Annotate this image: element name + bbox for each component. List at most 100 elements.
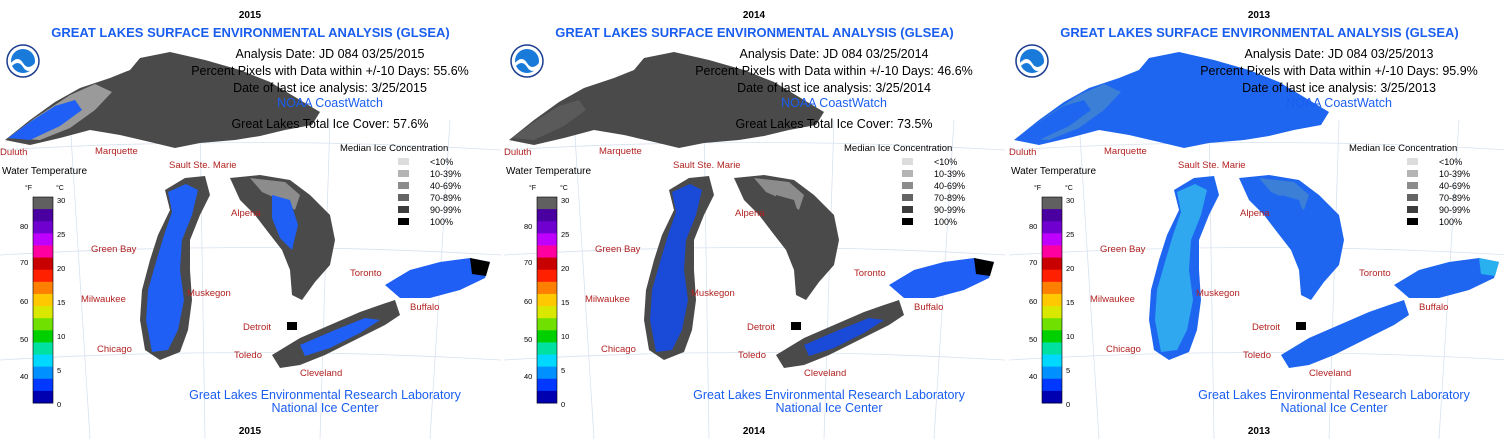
ice-legend-swatch (902, 218, 913, 225)
temperature-color-step (1042, 221, 1062, 234)
city-milwaukee: Milwaukee (1090, 294, 1135, 305)
temperature-color-step (33, 197, 53, 210)
ice-legend-label: 40-69% (934, 181, 966, 191)
city-alpena: Alpena (1240, 208, 1270, 219)
ice-legend-label: 90-99% (1439, 205, 1471, 215)
lakes-map (0, 44, 501, 439)
city-sault-ste-marie: Sault Ste. Marie (673, 160, 741, 171)
lake-huron (230, 175, 335, 300)
ice-legend-swatch (1407, 194, 1418, 201)
percent-pixels: Percent Pixels with Data within +/-10 Da… (1200, 64, 1478, 78)
temperature-color-step (1042, 390, 1062, 404)
city-detroit: Detroit (1252, 322, 1280, 333)
city-green-bay: Green Bay (595, 244, 641, 255)
ice-legend-label: 90-99% (430, 205, 462, 215)
temperature-color-step (537, 269, 557, 283)
water-temperature-title: Water Temperature (2, 166, 88, 177)
lake-erie (272, 300, 400, 368)
celsius-tick: 25 (1066, 230, 1075, 239)
ice-legend-swatch (902, 194, 913, 201)
city-sault-ste-marie: Sault Ste. Marie (1178, 160, 1246, 171)
fahrenheit-tick: 80 (20, 222, 29, 231)
temperature-color-step (537, 221, 557, 234)
ice-legend-label: 70-89% (934, 193, 966, 203)
ice-legend-swatch (398, 170, 409, 177)
temperature-color-step (1042, 354, 1062, 368)
ice-legend-label: <10% (1439, 157, 1463, 167)
city-alpena: Alpena (231, 208, 261, 219)
ice-legend-swatch (398, 206, 409, 213)
temperature-color-step (1042, 209, 1062, 222)
ice-legend-swatch (398, 194, 409, 201)
city-green-bay: Green Bay (91, 244, 137, 255)
unit-fahrenheit: °F (1034, 185, 1042, 192)
lake-superior (5, 52, 320, 148)
city-detroit: Detroit (243, 322, 271, 333)
temperature-color-step (33, 233, 53, 246)
city-marquette: Marquette (599, 146, 642, 157)
ice-legend-label: 100% (934, 217, 958, 227)
ice-legend-swatch (398, 182, 409, 189)
year-label-top: 2014 (742, 10, 766, 21)
ice-legend-swatch (902, 158, 913, 165)
lake-huron (734, 175, 839, 300)
lake-ontario (889, 258, 994, 298)
noaa-logo-icon (510, 44, 544, 78)
city-buffalo: Buffalo (1419, 302, 1449, 313)
celsius-tick: 0 (561, 400, 566, 409)
temperature-color-step (33, 354, 53, 368)
temperature-color-step (1042, 342, 1062, 356)
celsius-tick: 5 (57, 366, 62, 375)
city-chicago: Chicago (1106, 344, 1141, 355)
unit-fahrenheit: °F (25, 185, 33, 192)
chart-title: GREAT LAKES SURFACE ENVIRONMENTAL ANALYS… (555, 25, 954, 40)
celsius-tick: 25 (561, 230, 570, 239)
city-duluth: Duluth (1009, 147, 1037, 158)
lake-erie (1281, 300, 1409, 368)
city-toronto: Toronto (854, 268, 886, 279)
temperature-color-step (1042, 318, 1062, 331)
fahrenheit-tick: 70 (524, 258, 533, 267)
map-panel-2013: 2013 GREAT LAKES SURFACE ENVIRONMENTAL A… (1009, 0, 1504, 439)
fahrenheit-tick: 50 (524, 335, 533, 344)
temperature-color-step (537, 330, 557, 343)
water-temperature-scale (32, 196, 54, 404)
lake-ontario (1394, 258, 1499, 298)
temperature-color-step (1042, 378, 1062, 392)
footer-glerl: Great Lakes Environmental Research Labor… (189, 388, 461, 402)
city-muskegon: Muskegon (187, 288, 231, 299)
fahrenheit-tick: 40 (524, 372, 533, 381)
temperature-color-step (1042, 257, 1062, 271)
graticule (0, 119, 501, 439)
temperature-color-step (1042, 306, 1062, 319)
ice-legend-title: Median Ice Concentration (844, 143, 953, 154)
city-alpena: Alpena (735, 208, 765, 219)
analysis-date: Analysis Date: JD 084 03/25/2014 (739, 47, 929, 61)
map-panel-2015: 2015 GREAT LAKES SURFACE ENVIRONMENTAL A… (0, 0, 501, 439)
footer-glerl: Great Lakes Environmental Research Labor… (693, 388, 965, 402)
unit-fahrenheit: °F (529, 185, 537, 192)
ice-legend-swatch (398, 218, 409, 225)
percent-pixels: Percent Pixels with Data within +/-10 Da… (191, 64, 469, 78)
celsius-tick: 10 (57, 332, 66, 341)
fahrenheit-tick: 50 (1029, 335, 1038, 344)
ice-legend-title: Median Ice Concentration (1349, 143, 1458, 154)
temperature-color-step (33, 245, 53, 259)
footer-nic: National Ice Center (775, 401, 883, 415)
water-temperature-title: Water Temperature (1011, 166, 1097, 177)
temperature-color-step (33, 342, 53, 356)
city-sault-ste-marie: Sault Ste. Marie (169, 160, 237, 171)
last-ice-analysis: Date of last ice analysis: 3/25/2014 (737, 81, 931, 95)
temperature-color-step (537, 390, 557, 404)
city-detroit: Detroit (747, 322, 775, 333)
city-chicago: Chicago (97, 344, 132, 355)
city-cleveland: Cleveland (804, 368, 847, 379)
noaa-logo-icon (6, 44, 40, 78)
city-duluth: Duluth (0, 147, 28, 158)
unit-celsius: °C (1065, 185, 1073, 192)
lakes-map (504, 44, 1005, 439)
year-label-bottom: 2013 (1247, 426, 1271, 437)
ice-legend-label: 10-39% (430, 169, 462, 179)
city-cleveland: Cleveland (1309, 368, 1352, 379)
ice-legend-label: 10-39% (1439, 169, 1471, 179)
